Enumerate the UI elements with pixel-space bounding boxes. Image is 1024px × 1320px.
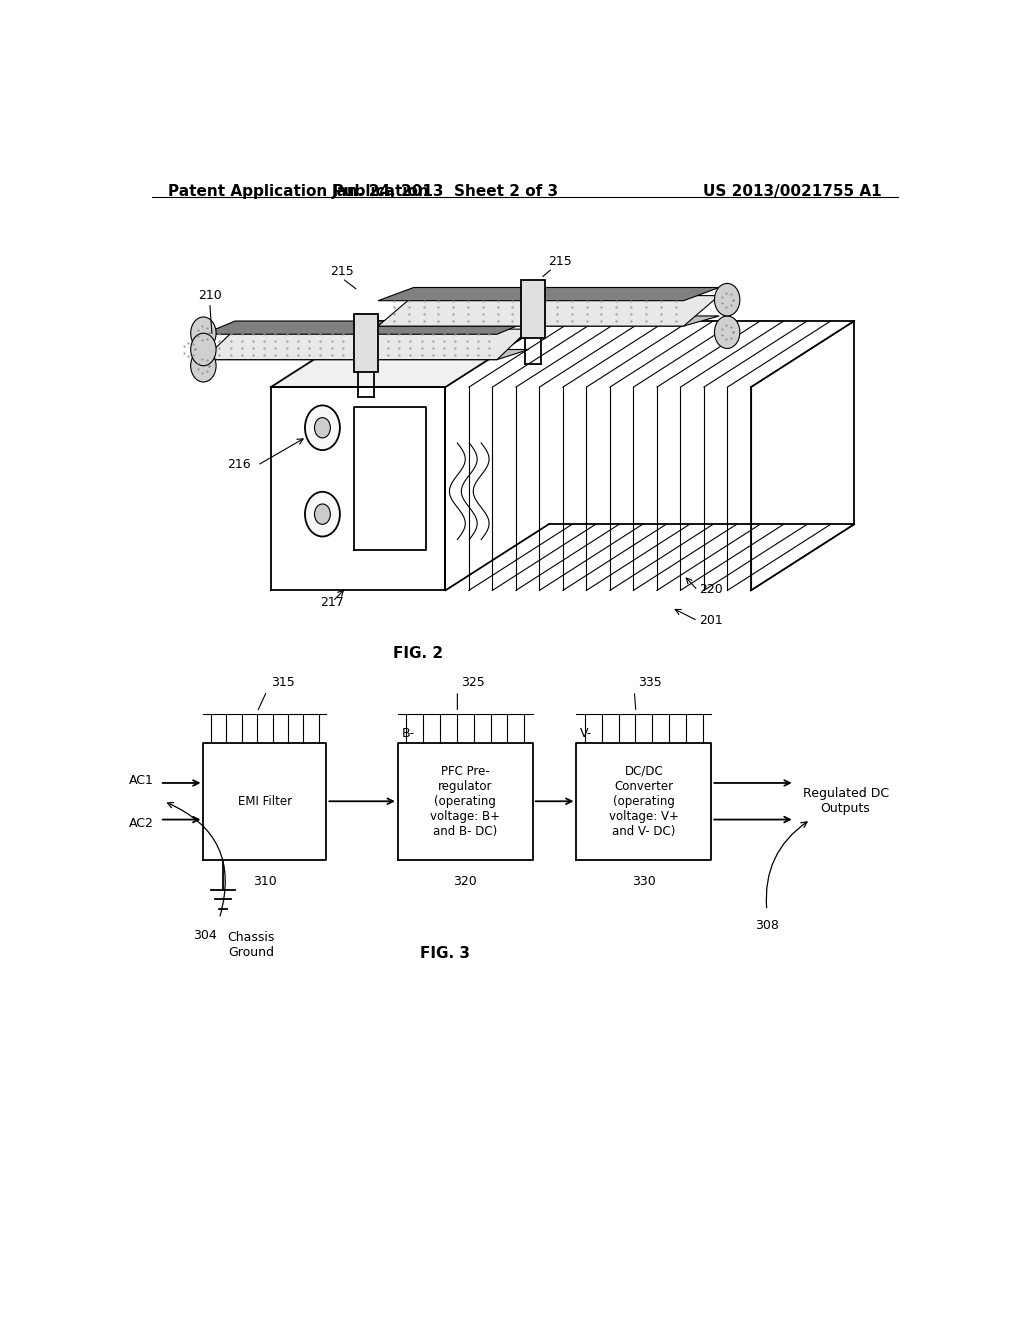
- Text: AC1: AC1: [129, 775, 154, 788]
- Circle shape: [190, 333, 216, 366]
- Text: 217: 217: [321, 595, 344, 609]
- Text: B-: B-: [401, 727, 415, 739]
- Polygon shape: [270, 321, 549, 387]
- Text: EMI Filter: EMI Filter: [238, 795, 292, 808]
- Text: AC2: AC2: [129, 817, 154, 830]
- Text: V-: V-: [581, 727, 593, 739]
- Circle shape: [190, 350, 216, 381]
- Text: 220: 220: [699, 583, 723, 597]
- Circle shape: [190, 317, 216, 350]
- Polygon shape: [378, 288, 719, 301]
- Polygon shape: [378, 315, 719, 326]
- Polygon shape: [204, 350, 528, 359]
- Text: 320: 320: [454, 875, 477, 888]
- Polygon shape: [378, 296, 719, 326]
- Text: Chassis
Ground: Chassis Ground: [227, 931, 274, 958]
- Text: 315: 315: [270, 676, 295, 689]
- Text: 215: 215: [331, 265, 354, 279]
- Polygon shape: [204, 321, 528, 334]
- Text: 210: 210: [198, 289, 221, 302]
- Text: Jan. 24, 2013  Sheet 2 of 3: Jan. 24, 2013 Sheet 2 of 3: [332, 183, 559, 199]
- Polygon shape: [204, 329, 528, 359]
- Text: 304: 304: [194, 929, 217, 942]
- Text: 308: 308: [755, 919, 779, 932]
- Text: PFC Pre-
regulator
(operating
voltage: B+
and B- DC): PFC Pre- regulator (operating voltage: B…: [430, 764, 501, 838]
- Text: Regulated DC
Outputs: Regulated DC Outputs: [803, 787, 889, 816]
- Text: US 2013/0021755 A1: US 2013/0021755 A1: [703, 183, 882, 199]
- Text: 330: 330: [632, 875, 655, 888]
- Text: 201: 201: [699, 614, 723, 627]
- Circle shape: [305, 492, 340, 536]
- Circle shape: [305, 405, 340, 450]
- Text: 335: 335: [638, 676, 663, 689]
- Circle shape: [314, 504, 331, 524]
- Text: FIG. 3: FIG. 3: [421, 946, 470, 961]
- Text: FIG. 2: FIG. 2: [392, 647, 442, 661]
- Text: Patent Application Publication: Patent Application Publication: [168, 183, 428, 199]
- Circle shape: [715, 284, 740, 315]
- Circle shape: [314, 417, 331, 438]
- Text: 215: 215: [549, 255, 572, 268]
- Polygon shape: [521, 280, 545, 338]
- Text: 310: 310: [253, 875, 276, 888]
- Circle shape: [715, 315, 740, 348]
- Polygon shape: [354, 314, 378, 372]
- Text: 216: 216: [227, 458, 251, 471]
- Text: 325: 325: [461, 676, 485, 689]
- Text: DC/DC
Converter
(operating
voltage: V+
and V- DC): DC/DC Converter (operating voltage: V+ a…: [609, 764, 679, 838]
